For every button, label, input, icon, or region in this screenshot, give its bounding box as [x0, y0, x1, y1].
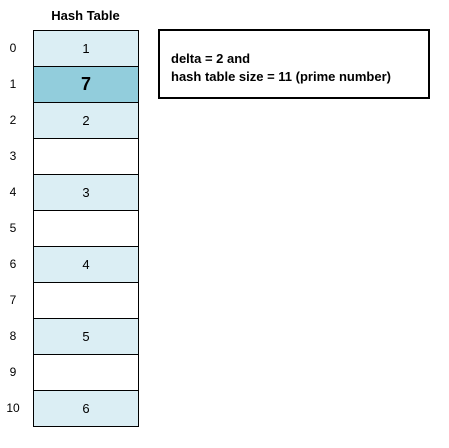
hash-slot-8: 5: [33, 318, 139, 355]
hash-slot-9: [33, 354, 139, 391]
hash-slot-3: [33, 138, 139, 175]
slot-index-8: 8: [9, 329, 17, 343]
slot-index-6: 6: [9, 257, 17, 271]
hash-slot-2: 2: [33, 102, 139, 139]
slot-index-1: 1: [9, 77, 17, 91]
hash-slot-7: [33, 282, 139, 319]
hash-slot-6: 4: [33, 246, 139, 283]
hash-slot-10: 6: [33, 390, 139, 427]
slot-index-7: 7: [9, 293, 17, 307]
info-line-table-size: hash table size = 11 (prime number): [171, 69, 391, 84]
hash-slot-0: 1: [33, 30, 139, 67]
slot-index-3: 3: [9, 149, 17, 163]
hash-slot-4: 3: [33, 174, 139, 211]
hash-table-title: Hash Table: [51, 8, 120, 23]
info-box: delta = 2 and hash table size = 11 (prim…: [158, 29, 430, 99]
slot-index-2: 2: [9, 113, 17, 127]
hash-slot-5: [33, 210, 139, 247]
slot-index-9: 9: [9, 365, 17, 379]
slot-index-4: 4: [9, 185, 17, 199]
slot-index-10: 10: [6, 401, 20, 415]
slot-index-5: 5: [9, 221, 17, 235]
slot-index-0: 0: [9, 41, 17, 55]
hash-slot-1: 7: [33, 66, 139, 103]
info-line-delta: delta = 2 and: [171, 51, 251, 66]
